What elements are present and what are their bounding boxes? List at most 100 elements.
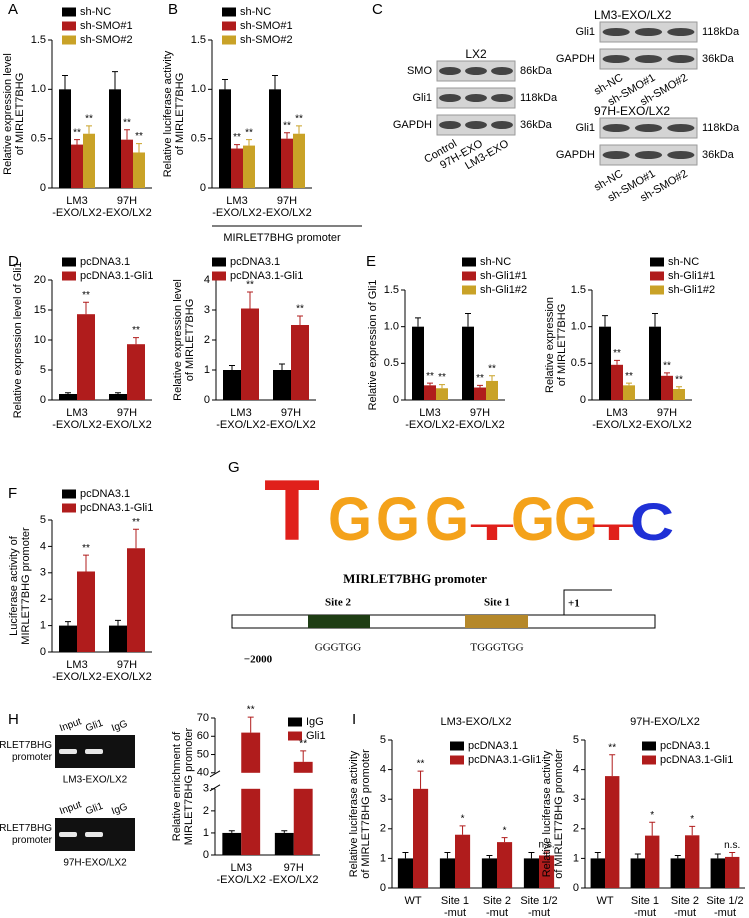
significance-label: ** bbox=[488, 363, 496, 374]
y-tick-label: 2 bbox=[380, 823, 386, 835]
bar bbox=[397, 858, 413, 888]
bar bbox=[71, 144, 83, 188]
y-tick-label: 1 bbox=[203, 827, 209, 839]
significance-label: ** bbox=[438, 372, 446, 383]
blot-band bbox=[465, 94, 487, 102]
motif-letter: C bbox=[630, 493, 674, 552]
y-axis-label: Relative expression levelof MIRLET7BHG bbox=[2, 53, 26, 175]
y-tick-label: 5 bbox=[40, 364, 46, 376]
legend-label: pcDNA3.1 bbox=[80, 256, 130, 268]
legend-label: pcDNA3.1 bbox=[468, 740, 518, 752]
gel-band bbox=[59, 749, 77, 754]
y-tick-label: 1 bbox=[204, 364, 210, 376]
y-tick-label: 1.0 bbox=[31, 83, 46, 95]
blot-row-label: Gli1 bbox=[412, 92, 432, 104]
error-bar bbox=[296, 125, 302, 134]
x-tick-label: LM3 -EXO/LX2 bbox=[216, 407, 266, 431]
significance-label: ** bbox=[625, 371, 633, 382]
y-tick-label: 10 bbox=[34, 334, 46, 346]
bar bbox=[661, 375, 673, 400]
significance-label: ** bbox=[132, 517, 140, 528]
legend-swatch bbox=[462, 257, 476, 267]
y-tick-label: 0 bbox=[573, 882, 579, 894]
y-tick-label: 3 bbox=[40, 567, 46, 579]
y-tick-label: 1.5 bbox=[384, 284, 399, 296]
bar bbox=[455, 834, 471, 888]
legend-label: pcDNA3.1 bbox=[660, 740, 710, 752]
y-axis-label: Relative luciferase activityof MIRLET7BH… bbox=[541, 749, 565, 879]
y-tick-label: 0 bbox=[40, 182, 46, 194]
blot-band bbox=[439, 67, 461, 75]
motif-letter: G bbox=[511, 485, 555, 553]
significance-label: * bbox=[690, 814, 694, 825]
legend-swatch bbox=[222, 7, 236, 17]
bar bbox=[623, 385, 635, 400]
y-tick-label: 0 bbox=[40, 646, 46, 658]
y-tick-label: 1.0 bbox=[571, 321, 586, 333]
error-bar bbox=[86, 125, 92, 134]
panel-label: F bbox=[8, 485, 17, 502]
x-tick-label: Site 2 -mut bbox=[483, 895, 511, 918]
y-tick-label: 1.0 bbox=[191, 83, 206, 95]
y-axis-label: Relative expression levelof MIRLET7BHG bbox=[172, 279, 196, 401]
bar bbox=[293, 761, 313, 773]
error-bar bbox=[229, 365, 235, 370]
legend-swatch bbox=[288, 731, 302, 741]
legend-label: sh-Gli1#2 bbox=[668, 284, 715, 296]
error-bar bbox=[124, 129, 130, 140]
bar bbox=[436, 388, 448, 400]
legend-label: sh-SMO#2 bbox=[80, 34, 133, 46]
y-tick-label: 0.5 bbox=[384, 357, 399, 369]
bar bbox=[462, 326, 474, 400]
blot-size-label: 118kDa bbox=[702, 26, 740, 38]
error-bar bbox=[729, 851, 736, 857]
x-tick-label: LM3 -EXO/LX2 bbox=[216, 862, 266, 886]
legend-swatch bbox=[62, 21, 76, 31]
significance-label: ** bbox=[476, 373, 484, 384]
significance-label: ** bbox=[246, 280, 254, 291]
bar bbox=[599, 326, 611, 400]
blot-band bbox=[667, 28, 695, 36]
x-tick-label: Site 2 -mut bbox=[671, 895, 699, 918]
error-bar bbox=[626, 382, 632, 386]
y-tick-label: 0 bbox=[393, 394, 399, 406]
x-tick-label: 97H -EXO/LX2 bbox=[266, 407, 316, 431]
site-seq: TGGGTGG bbox=[470, 642, 523, 654]
bar bbox=[241, 308, 259, 400]
blot-row-label: SMO bbox=[407, 65, 433, 77]
significance-label: * bbox=[503, 825, 507, 836]
error-bar bbox=[297, 315, 303, 325]
blot-title: LM3-EXO/LX2 bbox=[594, 8, 672, 22]
blot-band bbox=[667, 55, 695, 63]
bar bbox=[219, 89, 231, 188]
bar bbox=[673, 389, 685, 400]
significance-label: n.s. bbox=[724, 840, 740, 851]
bar bbox=[439, 858, 455, 888]
legend-swatch bbox=[288, 717, 302, 727]
legend-swatch bbox=[450, 755, 464, 765]
significance-label: ** bbox=[296, 304, 304, 315]
legend-label: pcDNA3.1-Gli1 bbox=[660, 754, 733, 766]
x-tick-label: WT bbox=[404, 895, 421, 907]
y-tick-label: 4 bbox=[40, 540, 46, 552]
bar bbox=[293, 788, 313, 855]
bar bbox=[645, 835, 660, 888]
y-tick-label: 1 bbox=[573, 852, 579, 864]
chart-title: LM3-EXO/LX2 bbox=[441, 716, 512, 728]
error-bar bbox=[247, 291, 253, 309]
y-tick-label: 3 bbox=[380, 793, 386, 805]
legend-swatch bbox=[650, 285, 664, 295]
legend-swatch bbox=[212, 271, 226, 281]
error-bar bbox=[439, 384, 445, 389]
error-bar bbox=[234, 144, 240, 149]
bar bbox=[121, 139, 133, 188]
blot-band bbox=[667, 124, 695, 132]
blot-size-label: 118kDa bbox=[702, 122, 740, 134]
x-tick-label: 97H -EXO/LX2 bbox=[455, 407, 505, 431]
error-bar bbox=[115, 392, 121, 394]
y-tick-label: 1.0 bbox=[384, 321, 399, 333]
bar bbox=[133, 152, 145, 188]
error-bar bbox=[228, 830, 235, 833]
